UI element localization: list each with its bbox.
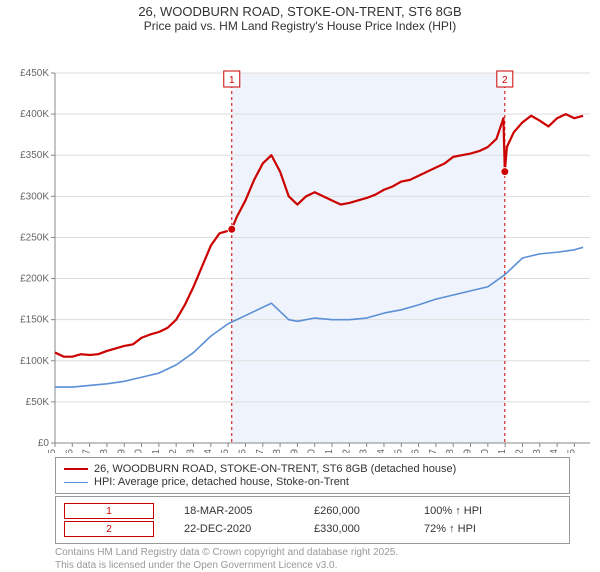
sale-price: £330,000 (314, 523, 394, 535)
svg-text:£350K: £350K (20, 150, 49, 161)
chart-titles: 26, WOODBURN ROAD, STOKE-ON-TRENT, ST6 8… (0, 0, 600, 33)
svg-text:1998: 1998 (99, 449, 110, 453)
legend-label: 26, WOODBURN ROAD, STOKE-ON-TRENT, ST6 8… (94, 463, 456, 475)
svg-text:2025: 2025 (566, 449, 577, 453)
svg-text:2015: 2015 (393, 449, 404, 453)
title-line-2: Price paid vs. HM Land Registry's House … (0, 19, 600, 33)
legend-item: 26, WOODBURN ROAD, STOKE-ON-TRENT, ST6 8… (64, 463, 561, 475)
line-chart-svg: £0 £50K £100K £150K £200K £250K £300K £350K £400… (0, 33, 600, 453)
svg-text:2006: 2006 (237, 449, 248, 453)
svg-text:1997: 1997 (82, 449, 93, 453)
svg-text:£50K: £50K (26, 397, 50, 408)
svg-text:2004: 2004 (203, 449, 214, 453)
svg-text:2010: 2010 (307, 449, 318, 453)
svg-text:2024: 2024 (549, 449, 560, 453)
svg-text:£300K: £300K (20, 191, 49, 202)
svg-text:2017: 2017 (428, 449, 439, 453)
legend-swatch (64, 468, 88, 470)
sale-date: 22-DEC-2020 (184, 523, 284, 535)
svg-text:2000: 2000 (134, 449, 145, 453)
sales-table: 1 18-MAR-2005 £260,000 100% ↑ HPI 2 22-DEC-20… (55, 496, 570, 544)
attribution-line-1: Contains HM Land Registry data © Crown c… (55, 546, 570, 559)
svg-text:2020: 2020 (480, 449, 491, 453)
svg-text:2011: 2011 (324, 449, 335, 453)
svg-text:2002: 2002 (168, 449, 179, 453)
svg-text:£100K: £100K (20, 356, 49, 367)
sale-row: 2 22-DEC-2020 £330,000 72% ↑ HPI (64, 521, 561, 537)
svg-text:2008: 2008 (272, 449, 283, 453)
chart-area: £0 £50K £100K £150K £200K £250K £300K £350K £400… (0, 33, 600, 453)
svg-text:2009: 2009 (289, 449, 300, 453)
svg-text:£150K: £150K (20, 315, 49, 326)
svg-text:2003: 2003 (186, 449, 197, 453)
svg-text:2013: 2013 (359, 449, 370, 453)
svg-text:1996: 1996 (64, 449, 75, 453)
sale-badge: 2 (64, 521, 154, 537)
title-line-1: 26, WOODBURN ROAD, STOKE-ON-TRENT, ST6 8… (0, 4, 600, 19)
sale-pct: 100% ↑ HPI (424, 505, 514, 517)
svg-text:2001: 2001 (151, 449, 162, 453)
sale-price: £260,000 (314, 505, 394, 517)
sale-pct: 72% ↑ HPI (424, 523, 514, 535)
svg-text:£450K: £450K (20, 68, 49, 79)
sale-date: 18-MAR-2005 (184, 505, 284, 517)
svg-text:2012: 2012 (341, 449, 352, 453)
svg-text:£400K: £400K (20, 109, 49, 120)
svg-text:£250K: £250K (20, 232, 49, 243)
svg-text:2005: 2005 (220, 449, 231, 453)
legend-item: HPI: Average price, detached house, Stok… (64, 476, 561, 488)
svg-text:2018: 2018 (445, 449, 456, 453)
legend: 26, WOODBURN ROAD, STOKE-ON-TRENT, ST6 8… (55, 457, 570, 494)
svg-text:2: 2 (502, 75, 508, 86)
svg-text:1995: 1995 (47, 449, 58, 453)
sale-row: 1 18-MAR-2005 £260,000 100% ↑ HPI (64, 503, 561, 519)
legend-swatch (64, 482, 88, 483)
svg-text:£0: £0 (38, 438, 50, 449)
svg-text:2016: 2016 (411, 449, 422, 453)
attribution-line-2: This data is licensed under the Open Gov… (55, 559, 570, 572)
svg-text:£200K: £200K (20, 274, 49, 285)
svg-text:2021: 2021 (497, 449, 508, 453)
svg-text:2023: 2023 (532, 449, 543, 453)
legend-label: HPI: Average price, detached house, Stok… (94, 476, 349, 488)
svg-text:2014: 2014 (376, 449, 387, 453)
svg-text:1999: 1999 (116, 449, 127, 453)
svg-text:2022: 2022 (514, 449, 525, 453)
svg-text:1: 1 (229, 75, 235, 86)
svg-text:2019: 2019 (463, 449, 474, 453)
sale-badge: 1 (64, 503, 154, 519)
svg-text:2007: 2007 (255, 449, 266, 453)
attribution: Contains HM Land Registry data © Crown c… (55, 546, 570, 572)
